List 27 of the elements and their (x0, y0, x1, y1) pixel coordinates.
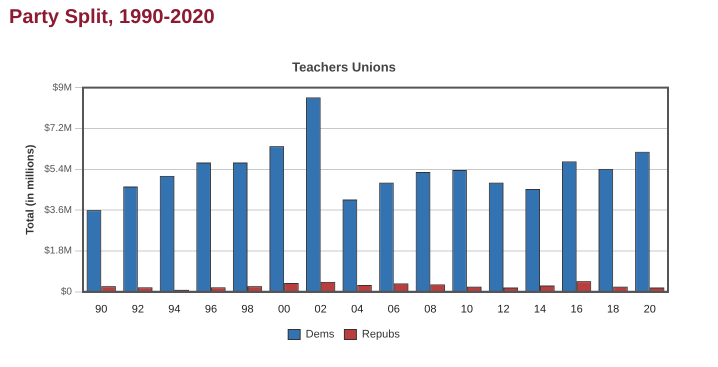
x-tick-label: 96 (204, 303, 218, 316)
x-tick-label: 92 (132, 303, 144, 316)
y-tick-label: $3.6M (44, 204, 72, 216)
x-tick-label: 18 (607, 303, 620, 316)
x-tick-label: 90 (95, 303, 108, 316)
x-tick-label: 08 (424, 303, 436, 316)
x-tick-label: 12 (497, 303, 510, 316)
x-tick-label: 98 (241, 303, 254, 316)
x-tick-label: 14 (534, 303, 546, 316)
x-tick-label: 94 (168, 303, 181, 316)
x-tick-label: 00 (278, 303, 290, 316)
legend-label: Dems (306, 328, 335, 341)
legend-label: Repubs (362, 328, 400, 341)
x-tick-label: 20 (644, 303, 656, 316)
x-tick-label: 02 (314, 303, 327, 316)
y-tick-label: $1.8M (44, 246, 72, 257)
x-tick-label: 16 (570, 303, 583, 316)
y-tick-label: $0 (60, 286, 72, 298)
x-tick-label: 06 (388, 303, 400, 316)
x-tick-label: 10 (460, 303, 474, 316)
chart-subtitle: Teachers Unions (292, 59, 396, 74)
y-tick-label: $9M (52, 82, 72, 94)
chart-title: Party Split, 1990-2020 (9, 6, 215, 29)
y-tick-label: $5.4M (44, 164, 72, 176)
y-axis-title: Total (in millions) (24, 144, 37, 235)
y-tick-label: $7.2M (44, 123, 72, 134)
x-tick-label: 04 (351, 303, 364, 316)
